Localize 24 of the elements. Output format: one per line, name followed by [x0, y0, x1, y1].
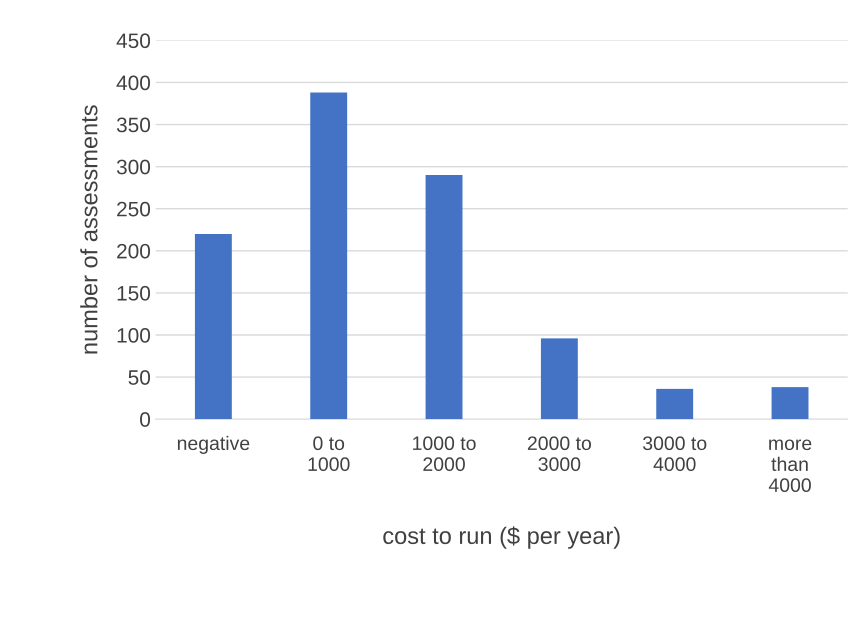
y-tick-label: 400: [116, 75, 150, 90]
bar: [426, 175, 462, 420]
bar: [656, 388, 694, 420]
y-tick-label: 450: [116, 33, 150, 48]
y-tick-label: 300: [116, 160, 150, 174]
y-tick-label: 100: [118, 328, 150, 343]
x-tick-label: 1000 to 2000: [413, 436, 476, 472]
x-tick-label: 2000 to 3000: [528, 436, 591, 472]
bar: [310, 92, 348, 420]
y-tick-label: 150: [118, 286, 150, 301]
y-tick-label: 200: [117, 244, 150, 259]
y-axis-title: number of assessments: [80, 105, 98, 354]
y-tick-label: 50: [128, 370, 150, 385]
x-tick-label: 0 to 1000: [308, 436, 350, 472]
x-axis-title: cost to run ($ per year): [383, 526, 620, 549]
x-tick-label: 3000 to 4000: [643, 436, 706, 472]
bar: [540, 338, 578, 420]
y-tick-label: 350: [116, 118, 150, 132]
y-tick-label: 0: [140, 412, 150, 427]
y-tick-label: 250: [117, 202, 150, 216]
x-tick-label: negative: [178, 436, 250, 454]
bar: [194, 234, 232, 420]
x-tick-label: more than 4000: [768, 439, 812, 492]
bar: [772, 387, 808, 420]
